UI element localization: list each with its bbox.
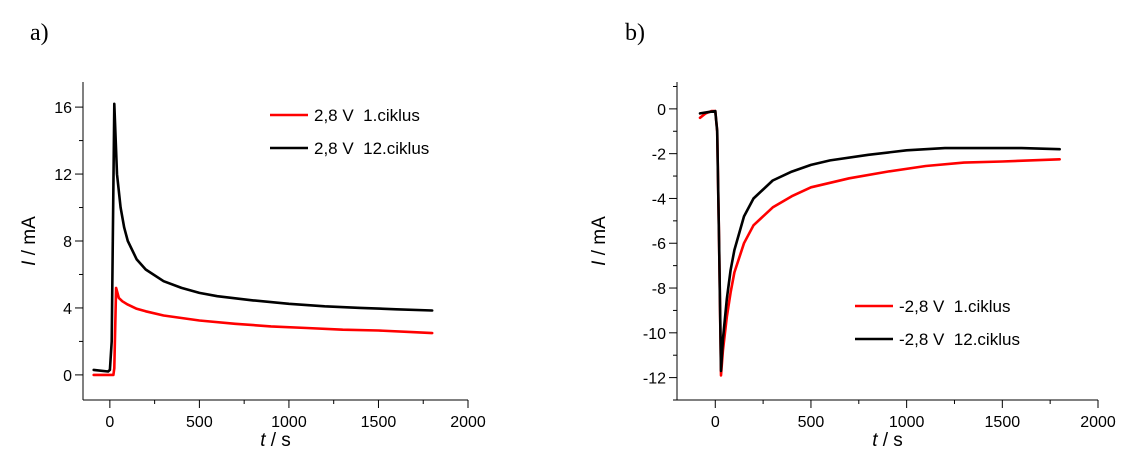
y-tick-label: -4 (652, 191, 666, 208)
x-axis-title-variable: t (872, 430, 878, 451)
y-axis-title-variable: I (19, 260, 40, 266)
y-axis-title: I / mA (589, 216, 610, 266)
y-tick-label: -6 (652, 236, 666, 253)
y-tick-label: -12 (643, 371, 666, 388)
panel-label: b) (625, 20, 645, 46)
y-tick-label: 16 (54, 100, 72, 117)
legend-label: 2,8 V 12.ciklus (314, 139, 429, 158)
legend-label: -2,8 V 12.ciklus (899, 330, 1020, 349)
y-axis-title-variable: I (589, 260, 610, 266)
y-tick-label: 0 (63, 368, 72, 385)
x-axis-title: t / s (260, 430, 291, 451)
y-tick-label: -2 (652, 147, 666, 164)
y-tick-label: 8 (63, 234, 72, 251)
x-tick-label: 2000 (450, 414, 486, 431)
y-tick-label: 0 (657, 102, 666, 119)
series-line-1 (92, 286, 434, 377)
y-tick-label: -10 (643, 326, 666, 343)
panel-label: a) (30, 20, 49, 46)
y-axis-title-unit: / mA (19, 216, 40, 261)
y-tick-label: 12 (54, 167, 72, 184)
series-line-2 (92, 102, 434, 373)
x-axis-title-variable: t (260, 430, 266, 451)
x-tick-label: 500 (186, 414, 213, 431)
x-tick-label: 0 (105, 414, 114, 431)
x-tick-label: 0 (711, 414, 720, 431)
legend-label: 2,8 V 1.ciklus (314, 106, 420, 125)
x-tick-label: 1500 (985, 414, 1021, 431)
series-line-2 (698, 109, 1061, 373)
y-axis-title: I / mA (19, 216, 40, 266)
x-tick-label: 500 (798, 414, 825, 431)
chart-panel-b: b) 0 500 1000 1500 2000 0 -2 -4 -6 -8 -10 -12 t / s I … (589, 20, 1116, 451)
x-tick-label: 1000 (889, 414, 925, 431)
y-tick-label: -8 (652, 281, 666, 298)
legend-label: -2,8 V 1.ciklus (899, 297, 1011, 316)
x-axis-title: t / s (872, 430, 903, 451)
x-tick-label: 1000 (271, 414, 307, 431)
y-axis-title-unit: / mA (589, 216, 610, 261)
x-tick-label: 2000 (1080, 414, 1116, 431)
x-axis-title-unit: / s (877, 430, 902, 451)
chart-panel-a: a) 0 500 1000 1500 2000 0 4 8 12 16 t / s I / mA 2,8 … (19, 20, 486, 451)
x-tick-label: 1500 (361, 414, 397, 431)
x-axis-title-unit: / s (265, 430, 290, 451)
y-tick-label: 4 (63, 301, 72, 318)
